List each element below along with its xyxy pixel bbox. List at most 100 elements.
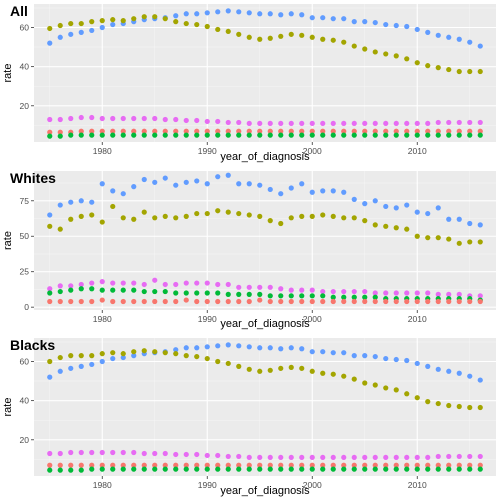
data-point (131, 280, 137, 286)
data-point (435, 466, 441, 472)
data-point (110, 298, 116, 305)
data-point (194, 128, 200, 134)
data-point (257, 36, 263, 42)
data-point (204, 132, 210, 138)
data-point (414, 395, 420, 401)
data-point (89, 353, 95, 359)
data-point (110, 188, 116, 194)
data-point (57, 226, 63, 232)
data-point (225, 28, 231, 35)
data-point (183, 213, 189, 219)
data-point (467, 39, 473, 45)
data-point (362, 294, 368, 300)
data-point (47, 290, 53, 296)
data-point (215, 290, 221, 296)
y-axis-title: rate (2, 64, 14, 83)
data-point (477, 68, 483, 75)
data-point (236, 453, 242, 460)
data-point (446, 462, 452, 468)
data-point (383, 385, 389, 391)
data-point (68, 353, 74, 359)
data-point (173, 116, 179, 123)
data-point (225, 281, 231, 288)
data-point (120, 115, 126, 122)
data-point (456, 453, 462, 460)
data-point (383, 51, 389, 57)
data-point (57, 467, 63, 473)
data-point (120, 287, 126, 293)
data-point (393, 132, 399, 138)
data-point (152, 215, 158, 221)
data-point (120, 298, 126, 305)
data-point (110, 17, 116, 23)
data-point (162, 213, 168, 219)
data-point (320, 293, 326, 299)
data-point (267, 120, 273, 127)
data-point (236, 284, 242, 290)
data-point (89, 298, 95, 305)
data-point (299, 293, 305, 299)
data-point (372, 382, 378, 388)
data-point (414, 462, 420, 468)
data-point (89, 462, 95, 468)
data-point (215, 128, 221, 134)
data-point (267, 293, 273, 299)
data-point (183, 179, 189, 185)
data-point (204, 344, 210, 350)
data-point (362, 288, 368, 295)
data-point (68, 216, 74, 222)
data-point (110, 462, 116, 468)
data-point (152, 128, 158, 134)
data-point (236, 128, 242, 134)
data-point (204, 10, 210, 16)
data-point (362, 201, 368, 207)
data-point (204, 128, 210, 134)
data-point (246, 291, 252, 297)
data-point (162, 450, 168, 457)
data-point (467, 298, 473, 305)
data-point (99, 297, 105, 303)
data-point (204, 466, 210, 472)
data-point (351, 353, 357, 359)
data-point (225, 453, 231, 460)
data-point (278, 12, 284, 18)
data-point (341, 132, 347, 138)
data-point (173, 451, 179, 458)
data-point (351, 454, 357, 461)
data-point (278, 220, 284, 227)
data-point (120, 354, 126, 361)
data-point (110, 466, 116, 472)
data-point (120, 132, 126, 138)
data-point (110, 449, 116, 456)
data-point (183, 128, 189, 134)
data-point (131, 353, 137, 359)
data-point (68, 287, 74, 293)
data-point (257, 128, 263, 134)
data-point (351, 120, 357, 127)
data-point (320, 298, 326, 305)
data-point (330, 298, 336, 305)
data-point (57, 202, 63, 208)
data-point (78, 353, 84, 359)
data-point (404, 202, 410, 208)
x-tick-label: 2000 (303, 146, 322, 156)
data-point (194, 466, 200, 472)
data-point (57, 133, 63, 139)
data-point (68, 20, 74, 27)
data-point (257, 11, 263, 17)
data-point (467, 68, 473, 75)
x-tick-label: 1980 (93, 480, 112, 490)
data-point (78, 20, 84, 27)
data-point (278, 120, 284, 127)
data-point (162, 462, 168, 468)
data-point (204, 462, 210, 468)
data-point (89, 128, 95, 134)
data-point (393, 120, 399, 127)
data-point (131, 216, 137, 222)
data-point (404, 23, 410, 30)
data-point (194, 210, 200, 217)
data-point (99, 449, 105, 456)
data-point (141, 115, 147, 122)
data-point (383, 21, 389, 28)
data-point (99, 466, 105, 472)
